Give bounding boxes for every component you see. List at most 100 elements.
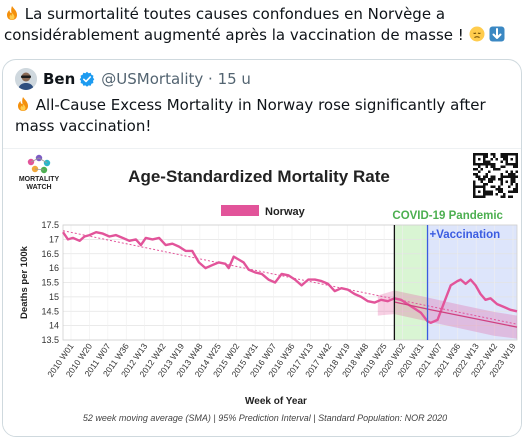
qr-module (510, 173, 513, 176)
quoted-tweet-header: Ben @USMortality · 15 u (15, 68, 251, 90)
qr-module (473, 195, 476, 198)
qr-module (483, 153, 486, 156)
qr-module (488, 193, 491, 196)
qr-module (483, 160, 486, 163)
qr-module (505, 175, 508, 178)
qr-module (488, 170, 491, 173)
author-name[interactable]: Ben (43, 70, 76, 88)
qr-module (500, 190, 503, 193)
y-tick-label: 15.5 (41, 278, 59, 288)
qr-module (510, 175, 513, 178)
brand-name-line1: MORTALITY (19, 176, 60, 183)
post-time[interactable]: 15 u (217, 70, 251, 88)
chart-footnote: 52 week moving average (SMA) | 95% Predi… (83, 413, 447, 423)
qr-module (510, 153, 513, 156)
down-arrow-icon (489, 26, 505, 42)
qr-module (485, 193, 488, 196)
y-tick-label: 16 (49, 263, 59, 273)
qr-module (475, 185, 478, 188)
y-tick-label: 14 (49, 321, 59, 331)
qr-module (483, 158, 486, 161)
qr-module (478, 163, 481, 166)
qr-module (473, 168, 476, 171)
qr-module (490, 163, 493, 166)
qr-module (500, 155, 503, 158)
fire-icon (18, 97, 28, 111)
qr-module (490, 158, 493, 161)
x-axis-label: Week of Year (245, 396, 307, 407)
qr-module (480, 185, 483, 188)
y-tick-label: 13.5 (41, 335, 59, 345)
qr-module (515, 190, 518, 193)
qr-module (505, 153, 508, 156)
baseline-projection-line (394, 301, 518, 328)
qr-module (485, 173, 488, 176)
qr-module (503, 153, 506, 156)
qr-module (475, 168, 478, 171)
qr-module (483, 155, 486, 158)
qr-module (515, 185, 518, 188)
qr-module (495, 158, 498, 161)
y-tick-label: 16.5 (41, 249, 59, 259)
qr-module (515, 170, 518, 173)
qr-module (473, 155, 476, 158)
qr-module (508, 173, 511, 176)
qr-module (500, 178, 503, 181)
qr-module (503, 158, 506, 161)
qr-module (478, 175, 481, 178)
qr-module (513, 188, 516, 191)
qr-module (510, 183, 513, 186)
qr-module (483, 163, 486, 166)
qr-module (490, 165, 493, 168)
qr-module (505, 163, 508, 166)
qr-module (508, 185, 511, 188)
qr-module (490, 185, 493, 188)
qr-module (493, 168, 496, 171)
legend-label: Norway (265, 206, 306, 218)
qr-module (515, 183, 518, 186)
qr-module (473, 188, 476, 191)
trend-line (62, 230, 518, 325)
quoted-tweet[interactable]: Ben @USMortality · 15 u All-Cause Excess… (2, 59, 522, 437)
qr-module (473, 193, 476, 196)
avatar[interactable] (15, 68, 37, 90)
qr-module (483, 195, 486, 198)
qr-module (505, 155, 508, 158)
qr-module (475, 163, 478, 166)
y-tick-label: 17.5 (41, 220, 59, 230)
qr-module (505, 158, 508, 161)
qr-module (485, 183, 488, 186)
legend-swatch (221, 205, 259, 216)
author-handle[interactable]: @USMortality (101, 70, 204, 88)
qr-module (503, 175, 506, 178)
qr-module (508, 195, 511, 198)
qr-module (500, 165, 503, 168)
vaccination-annotation: +Vaccination (430, 229, 501, 241)
qr-module (485, 190, 488, 193)
qr-module (490, 178, 493, 181)
verified-badge-icon (79, 71, 95, 87)
qr-module (493, 178, 496, 181)
qr-module (510, 158, 513, 161)
qr-module (478, 165, 481, 168)
series-line-norway (62, 231, 518, 324)
qr-module (490, 180, 493, 183)
qr-module (508, 153, 511, 156)
qr-module (515, 165, 518, 168)
chart-title: Age-Standardized Mortality Rate (128, 167, 390, 186)
chart-image[interactable]: MORTALITY WATCH Age-Standardized Mortali… (3, 148, 521, 436)
qr-module (473, 160, 476, 163)
qr-module (515, 155, 518, 158)
qr-module (500, 183, 503, 186)
qr-module (513, 163, 516, 166)
qr-module (508, 190, 511, 193)
qr-module (510, 195, 513, 198)
qr-module (513, 165, 516, 168)
qr-module (483, 183, 486, 186)
qr-code (471, 151, 520, 200)
qr-module (515, 163, 518, 166)
qr-module (513, 180, 516, 183)
qr-module (493, 175, 496, 178)
qr-module (475, 175, 478, 178)
